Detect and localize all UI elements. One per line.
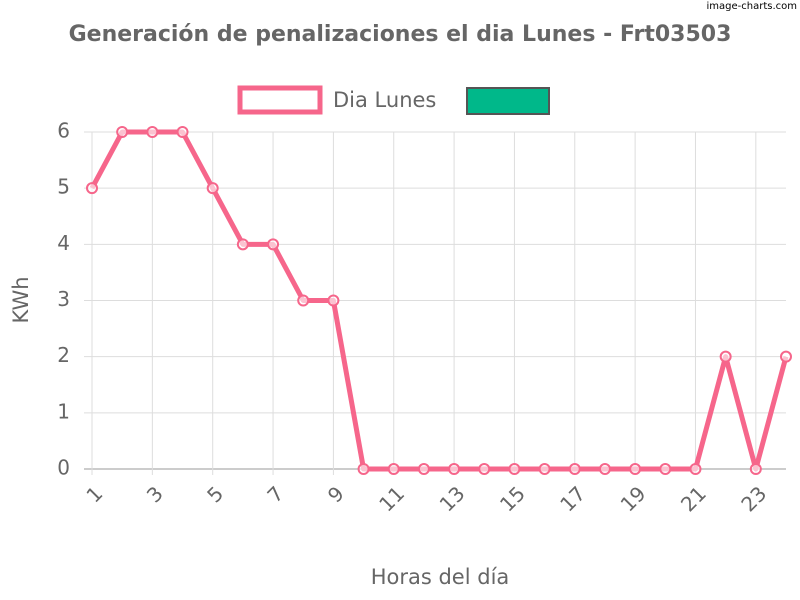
x-tick-label: 21: [676, 481, 711, 516]
y-tick-label: 2: [57, 343, 70, 367]
point: [297, 294, 310, 307]
point: [116, 126, 129, 138]
point: [267, 238, 280, 251]
point: [659, 463, 672, 475]
point: [780, 350, 792, 363]
watermark: image-charts.com: [707, 1, 798, 12]
x-tick-label: 5: [202, 481, 228, 507]
x-tick-label: 7: [262, 481, 288, 507]
point: [448, 463, 461, 475]
legend-swatch: [237, 85, 323, 115]
x-tick-label: 23: [736, 481, 771, 516]
point: [417, 463, 430, 475]
y-tick-label: 5: [57, 175, 70, 199]
x-tick-label: 13: [435, 481, 470, 516]
chart-title: Generación de penalizaciones el dia Lune…: [69, 22, 732, 47]
x-tick-label: 19: [616, 481, 651, 516]
point: [206, 182, 219, 195]
point: [478, 463, 491, 475]
point: [236, 238, 249, 251]
point: [327, 294, 340, 307]
x-tick-label: 9: [323, 481, 349, 507]
point: [387, 463, 400, 475]
y-axis-title: KWh: [9, 276, 33, 323]
point: [86, 182, 98, 195]
point: [568, 463, 581, 475]
x-axis-title: Horas del día: [371, 565, 510, 589]
y-tick-label: 0: [57, 456, 70, 480]
point: [598, 463, 611, 475]
y-tick-label: 3: [57, 287, 70, 311]
x-tick-label: 11: [374, 481, 409, 516]
x-tick-label: 15: [495, 481, 530, 516]
x-tick-label: 17: [555, 481, 590, 516]
point: [629, 463, 642, 475]
point: [749, 463, 762, 475]
x-tick-label: 3: [142, 481, 168, 507]
point: [146, 126, 159, 138]
x-tick-label: 1: [81, 481, 107, 507]
point: [176, 126, 189, 138]
point: [538, 463, 551, 475]
point: [357, 463, 370, 475]
point: [719, 350, 732, 363]
point: [689, 463, 702, 475]
legend-label: Dia Lunes: [333, 88, 436, 112]
legend-swatch: [466, 87, 550, 115]
y-tick-label: 1: [57, 399, 70, 423]
y-tick-label: 4: [57, 231, 70, 255]
point: [508, 463, 521, 475]
y-tick-label: 6: [57, 119, 70, 143]
